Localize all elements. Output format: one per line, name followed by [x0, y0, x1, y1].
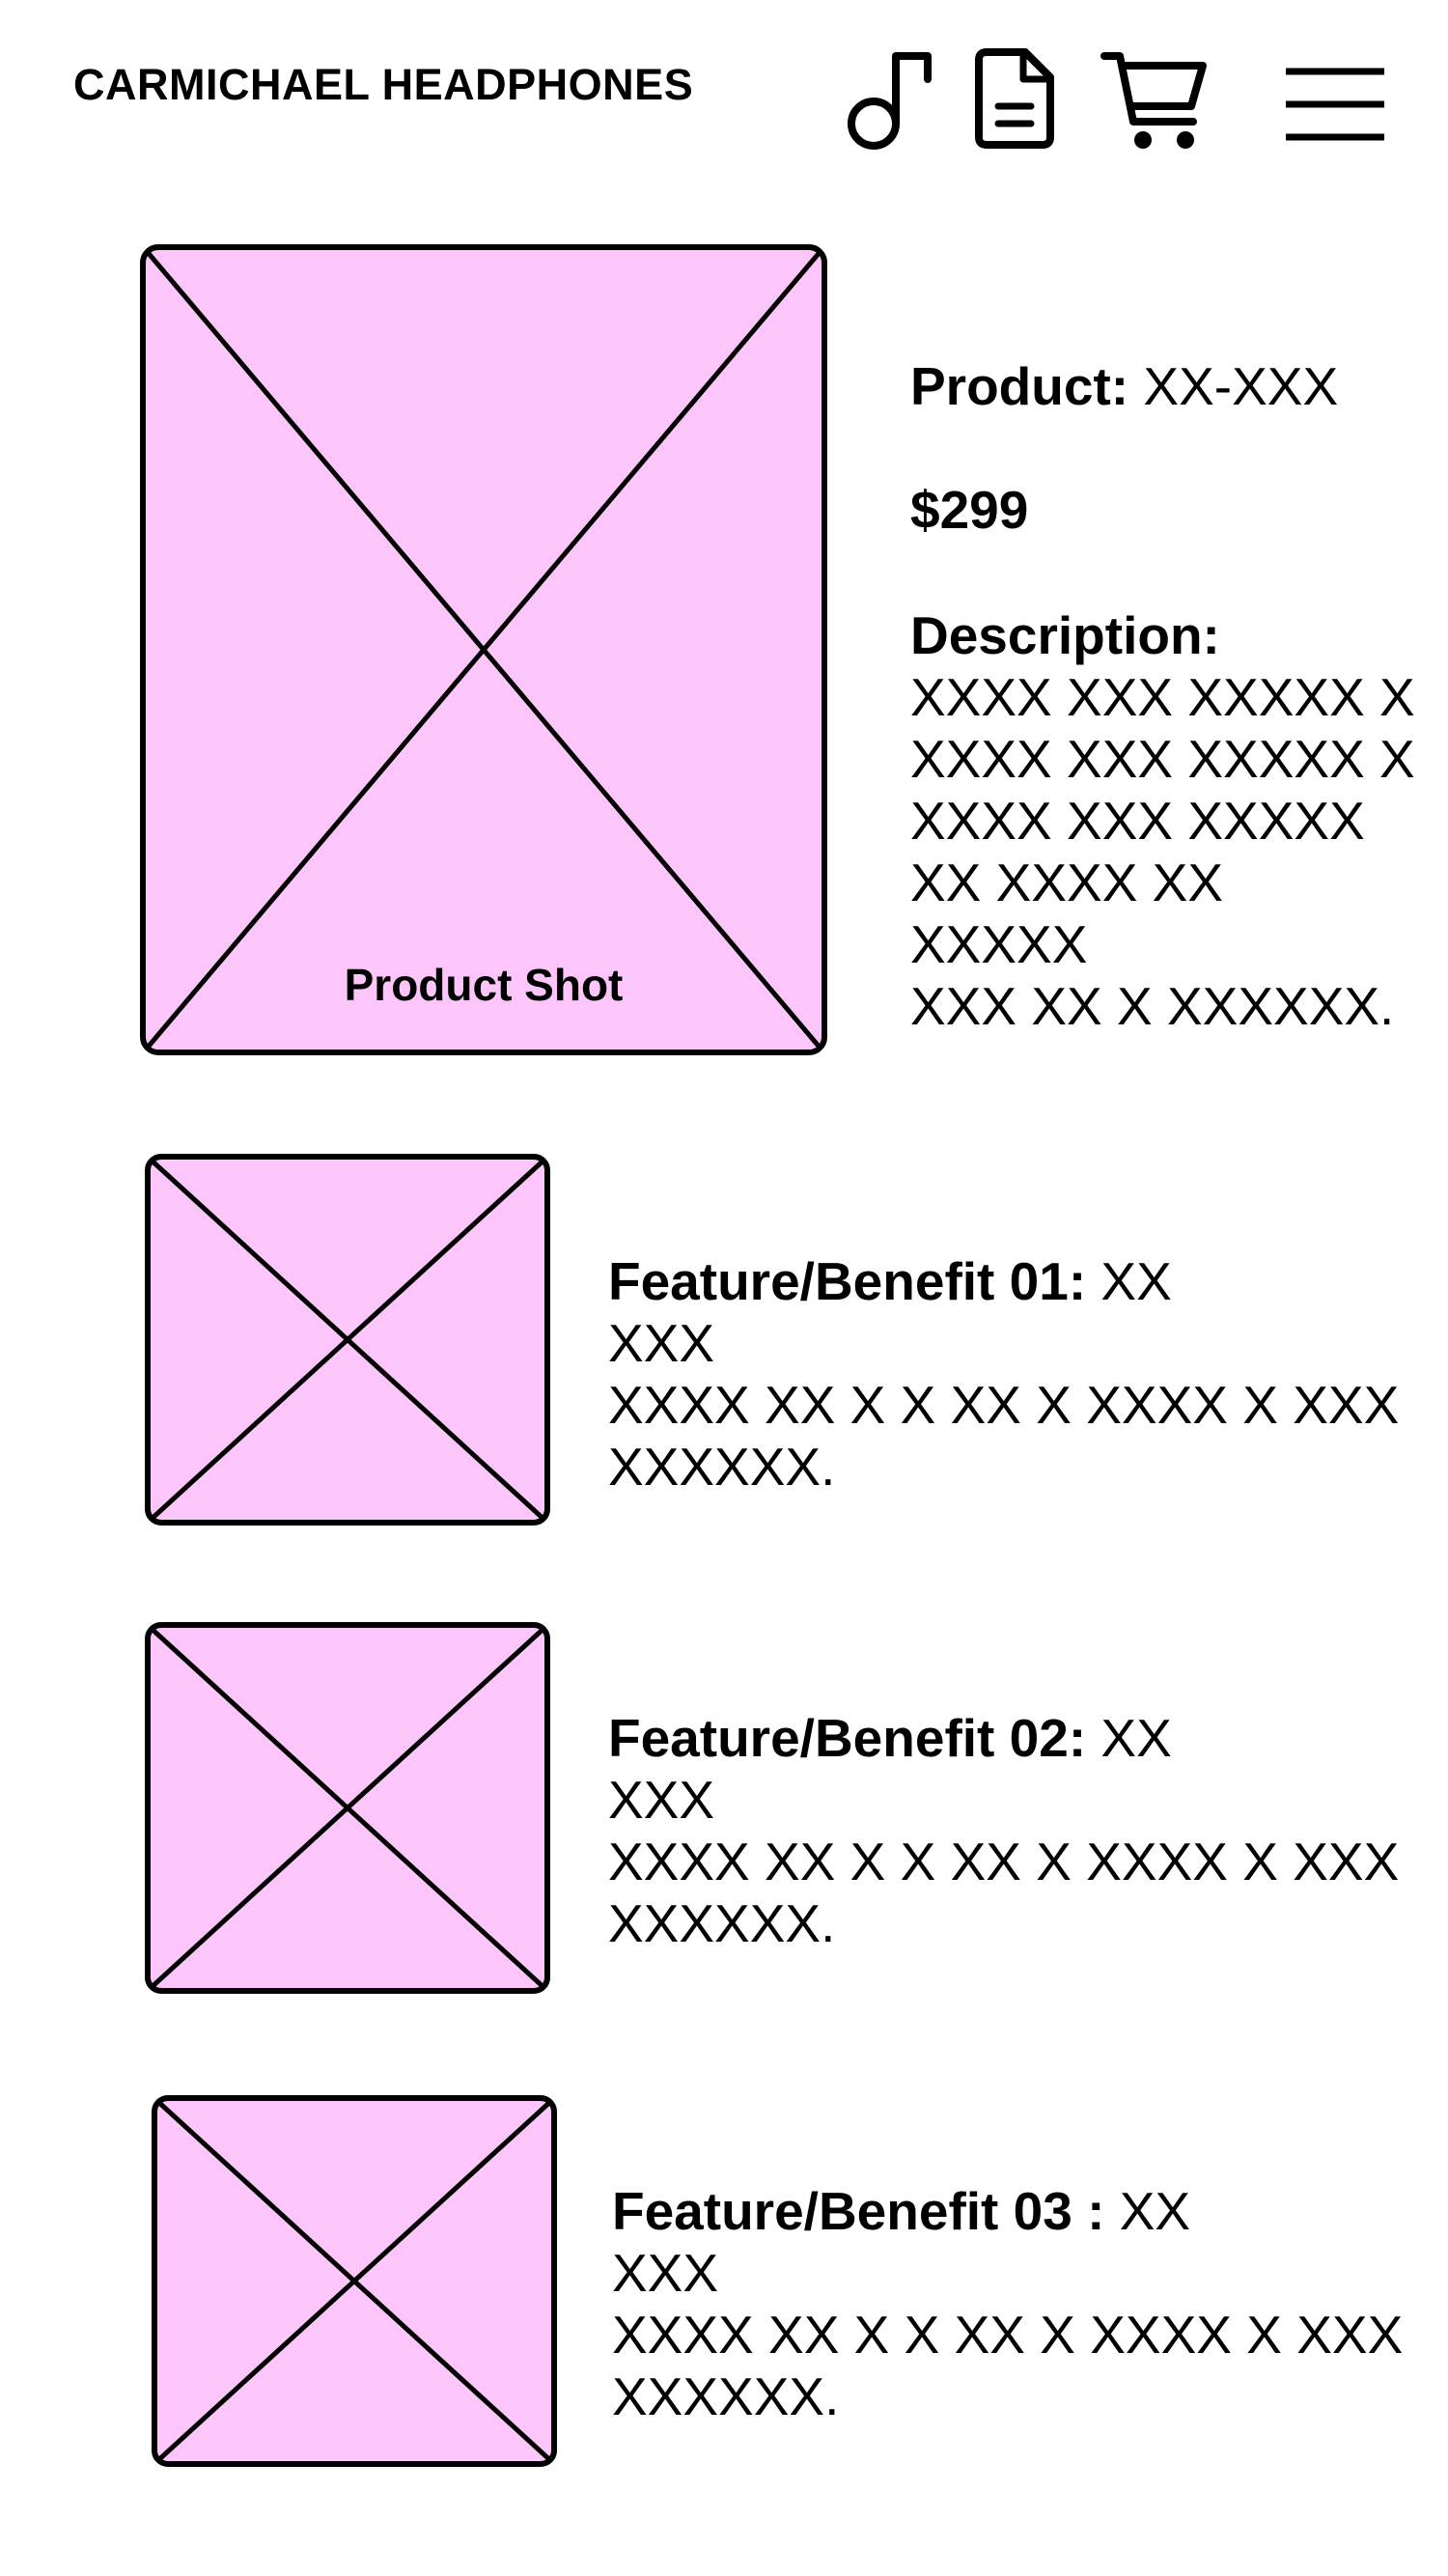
menu-icon[interactable] — [1284, 68, 1386, 141]
feature-02-line: XXXX XX X X XX X XXXX X XXX — [608, 1832, 1400, 1891]
product-price: $299 — [910, 479, 1028, 541]
product-value: XX-XXX — [1128, 356, 1339, 416]
feature-03-image-placeholder — [152, 2095, 557, 2467]
feature-01-title-suffix: XX — [1086, 1251, 1172, 1311]
feature-02-line: XXXXXX. — [608, 1893, 836, 1953]
product-shot-placeholder: Product Shot — [140, 244, 827, 1055]
feature-01-line: XXX — [608, 1313, 715, 1373]
brand-title[interactable]: CARMICHAEL HEADPHONES — [73, 60, 694, 109]
feature-03-text: Feature/Benefit 03 : XX XXX XXXX XX X X … — [612, 2180, 1403, 2427]
description-block: Description: XXXX XXX XXXXX X XXXX XXX X… — [910, 604, 1415, 1037]
product-label: Product: — [910, 356, 1129, 416]
cart-icon[interactable] — [1100, 50, 1209, 151]
music-note-icon[interactable] — [845, 48, 933, 154]
feature-02-line: XXX — [608, 1770, 715, 1830]
feature-03-line: XXX — [612, 2243, 719, 2303]
feature-03-line: XXXX XX X X XX X XXXX X XXX — [612, 2305, 1404, 2365]
feature-02-image-placeholder — [145, 1622, 550, 1994]
feature-03-line: XXXXXX. — [612, 2366, 840, 2426]
description-line: XXX XX X XXXXXX. — [910, 976, 1395, 1036]
description-line: XXXX XXX XXXXX X — [910, 729, 1415, 789]
feature-01-text: Feature/Benefit 01: XX XXX XXXX XX X X X… — [608, 1250, 1399, 1498]
document-icon[interactable] — [975, 48, 1054, 149]
feature-02-title: Feature/Benefit 02: — [608, 1708, 1087, 1768]
feature-02-title-suffix: XX — [1086, 1708, 1172, 1768]
feature-03-title-suffix: XX — [1104, 2181, 1191, 2241]
feature-01-image-placeholder — [145, 1154, 550, 1526]
feature-01-line: XXXX XX X X XX X XXXX X XXX — [608, 1375, 1400, 1435]
description-line: XXXX XXX XXXXX — [910, 791, 1365, 851]
description-line: XX XXXX XX — [910, 853, 1224, 912]
description-line: XXXX XXX XXXXX X — [910, 667, 1415, 727]
feature-01-title: Feature/Benefit 01: — [608, 1251, 1087, 1311]
description-text: XXXX XXX XXXXX X XXXX XXX XXXXX X XXXX X… — [910, 666, 1415, 1037]
feature-02-text: Feature/Benefit 02: XX XXX XXXX XX X X X… — [608, 1707, 1399, 1954]
description-label: Description: — [910, 605, 1220, 665]
feature-01-line: XXXXXX. — [608, 1437, 836, 1497]
price-value: $299 — [910, 480, 1029, 540]
product-shot-caption: Product Shot — [344, 960, 624, 1010]
product-name-line: Product: XX-XXX — [910, 355, 1338, 417]
feature-03-title: Feature/Benefit 03 : — [612, 2181, 1105, 2241]
description-line: XXXXX — [910, 914, 1088, 974]
